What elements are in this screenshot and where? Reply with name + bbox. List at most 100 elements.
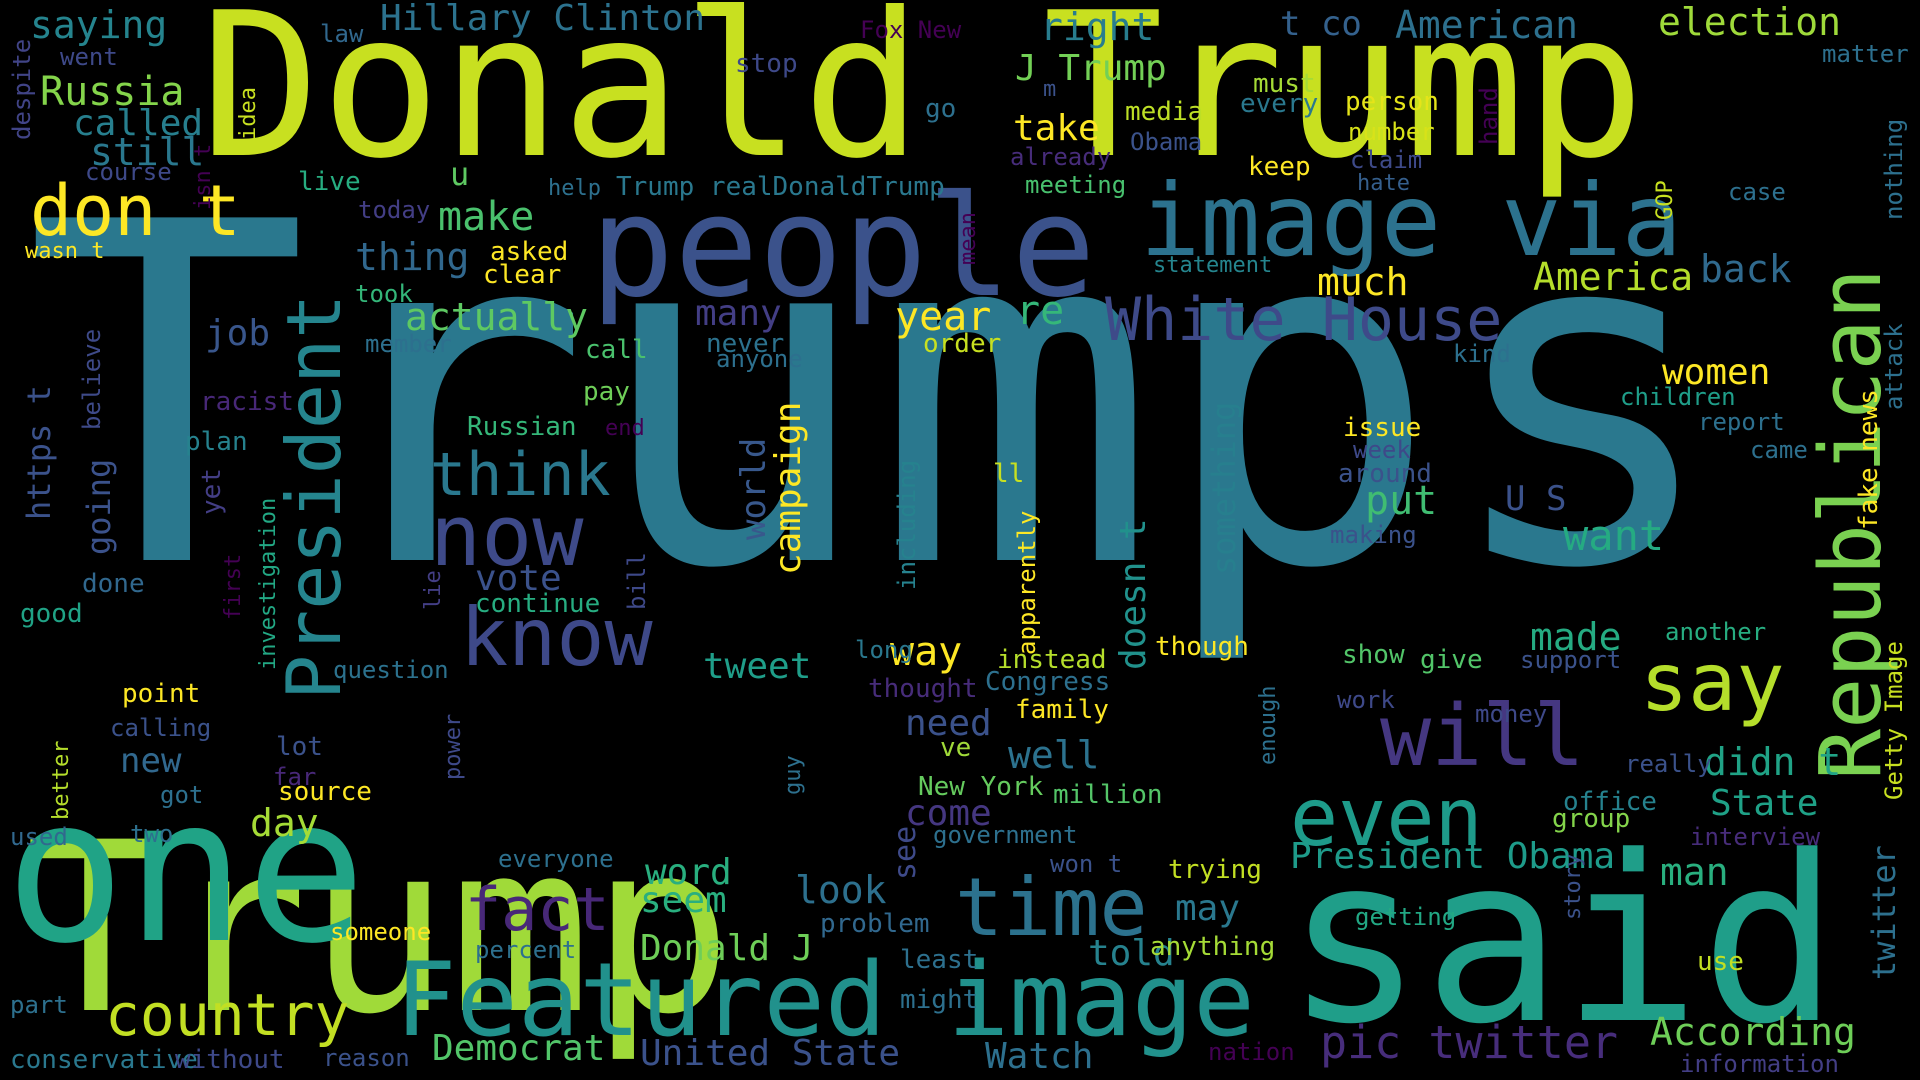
word-year: year	[895, 294, 991, 340]
word-see: see	[888, 826, 923, 880]
word-making: making	[1330, 521, 1417, 549]
word-call: call	[585, 335, 648, 365]
word-family: family	[1015, 695, 1109, 725]
word-trying: trying	[1168, 855, 1262, 885]
word-hillary-clinton: Hillary Clinton	[380, 0, 705, 39]
word-u-s: U S	[1505, 479, 1566, 519]
word-https-t: https t	[20, 385, 58, 520]
word-used: used	[10, 823, 68, 851]
word-need: need	[905, 703, 992, 744]
word-vote: vote	[475, 558, 562, 599]
word-actually: actually	[405, 295, 588, 339]
word-number: number	[1348, 118, 1435, 146]
word-united-state: United State	[640, 1033, 900, 1074]
word-image-via: image via	[1140, 162, 1682, 279]
word-seem: seem	[640, 880, 727, 921]
word-going: going	[80, 459, 118, 555]
word-white-house: White House	[1105, 285, 1502, 355]
word-story: story	[1561, 854, 1586, 920]
word-say: say	[1640, 636, 1785, 729]
word-hate: hate	[1357, 171, 1410, 196]
word-meeting: meeting	[1025, 171, 1126, 199]
word-ll: ll	[993, 459, 1024, 489]
word-anyone: anyone	[716, 345, 803, 373]
word-two: two	[130, 820, 173, 848]
word-office: office	[1563, 787, 1657, 817]
word-government: government	[933, 821, 1078, 849]
word-million: million	[1053, 780, 1163, 810]
word-according: According	[1650, 1010, 1856, 1054]
word-stop: stop	[735, 49, 798, 79]
word-racist: racist	[200, 387, 294, 417]
word-j-trump: J Trump	[1015, 48, 1167, 89]
word-country: country	[105, 981, 349, 1049]
word-watch: Watch	[985, 1036, 1093, 1077]
word-claim: claim	[1350, 146, 1422, 174]
word-another: another	[1665, 618, 1766, 646]
word-money: money	[1475, 700, 1547, 728]
word-fox-new: Fox New	[860, 16, 962, 44]
word-help: help	[548, 176, 601, 201]
word-president-obama: President Obama	[1290, 836, 1615, 877]
word-yet: yet	[197, 468, 227, 515]
word-america: America	[1533, 255, 1693, 299]
word-far: far	[273, 763, 316, 791]
word-word: word	[645, 852, 732, 893]
word-re: re	[1016, 288, 1064, 334]
word-thing: thing	[355, 235, 469, 279]
word-thought: thought	[868, 674, 978, 704]
word-point: point	[122, 679, 200, 709]
word-law: law	[320, 20, 364, 48]
word-nation: nation	[1208, 1038, 1295, 1066]
word-someone: someone	[330, 918, 431, 946]
word-job: job	[205, 313, 270, 354]
word-work: work	[1337, 686, 1395, 714]
word-u: u	[450, 155, 469, 193]
word-went: went	[60, 43, 118, 71]
word-make: make	[438, 194, 534, 240]
word-new-york: New York	[918, 772, 1044, 802]
word-isn-t: isn t	[191, 144, 216, 210]
word-time: time	[955, 861, 1148, 954]
word-really: really	[1625, 750, 1712, 778]
word-enough: enough	[1256, 686, 1281, 765]
word-live: live	[298, 167, 361, 197]
word-done: done	[82, 569, 145, 599]
word-group: group	[1552, 804, 1630, 834]
word-end: end	[605, 416, 645, 441]
word-lot: lot	[276, 732, 323, 762]
word-conservative: conservative	[10, 1045, 198, 1075]
word-democrat: Democrat	[432, 1028, 605, 1069]
word-continue: continue	[475, 589, 600, 619]
word-congress: Congress	[985, 667, 1110, 697]
word-never: never	[706, 329, 784, 359]
word-reason: reason	[323, 1044, 410, 1072]
word-back: back	[1700, 247, 1792, 291]
word-right: right	[1040, 5, 1154, 49]
word-person: person	[1345, 87, 1439, 117]
word-course: course	[85, 158, 172, 186]
word-better: better	[49, 741, 74, 820]
word-way: way	[890, 629, 962, 675]
word-american: American	[1395, 3, 1578, 47]
word-might: might	[900, 985, 978, 1015]
word-good: good	[20, 599, 83, 629]
word-already: already	[1010, 143, 1111, 171]
word-russian: Russian	[467, 412, 577, 442]
word-long: long	[855, 636, 913, 664]
word-saying: saying	[30, 3, 167, 47]
word-asked: asked	[490, 237, 568, 267]
word-state: State	[1710, 783, 1818, 824]
word-even: even	[1290, 771, 1483, 864]
word-today: today	[358, 196, 430, 224]
word-despite: despite	[8, 39, 36, 140]
word-statement: statement	[1153, 253, 1272, 278]
word-case: case	[1728, 178, 1786, 206]
word-didn-t: didn t	[1704, 740, 1841, 784]
word-man: man	[1660, 850, 1729, 894]
word-m: m	[1043, 77, 1056, 102]
word-problem: problem	[820, 909, 930, 939]
word-pic-twitter: pic twitter	[1320, 1016, 1618, 1069]
word-world: world	[734, 438, 774, 540]
